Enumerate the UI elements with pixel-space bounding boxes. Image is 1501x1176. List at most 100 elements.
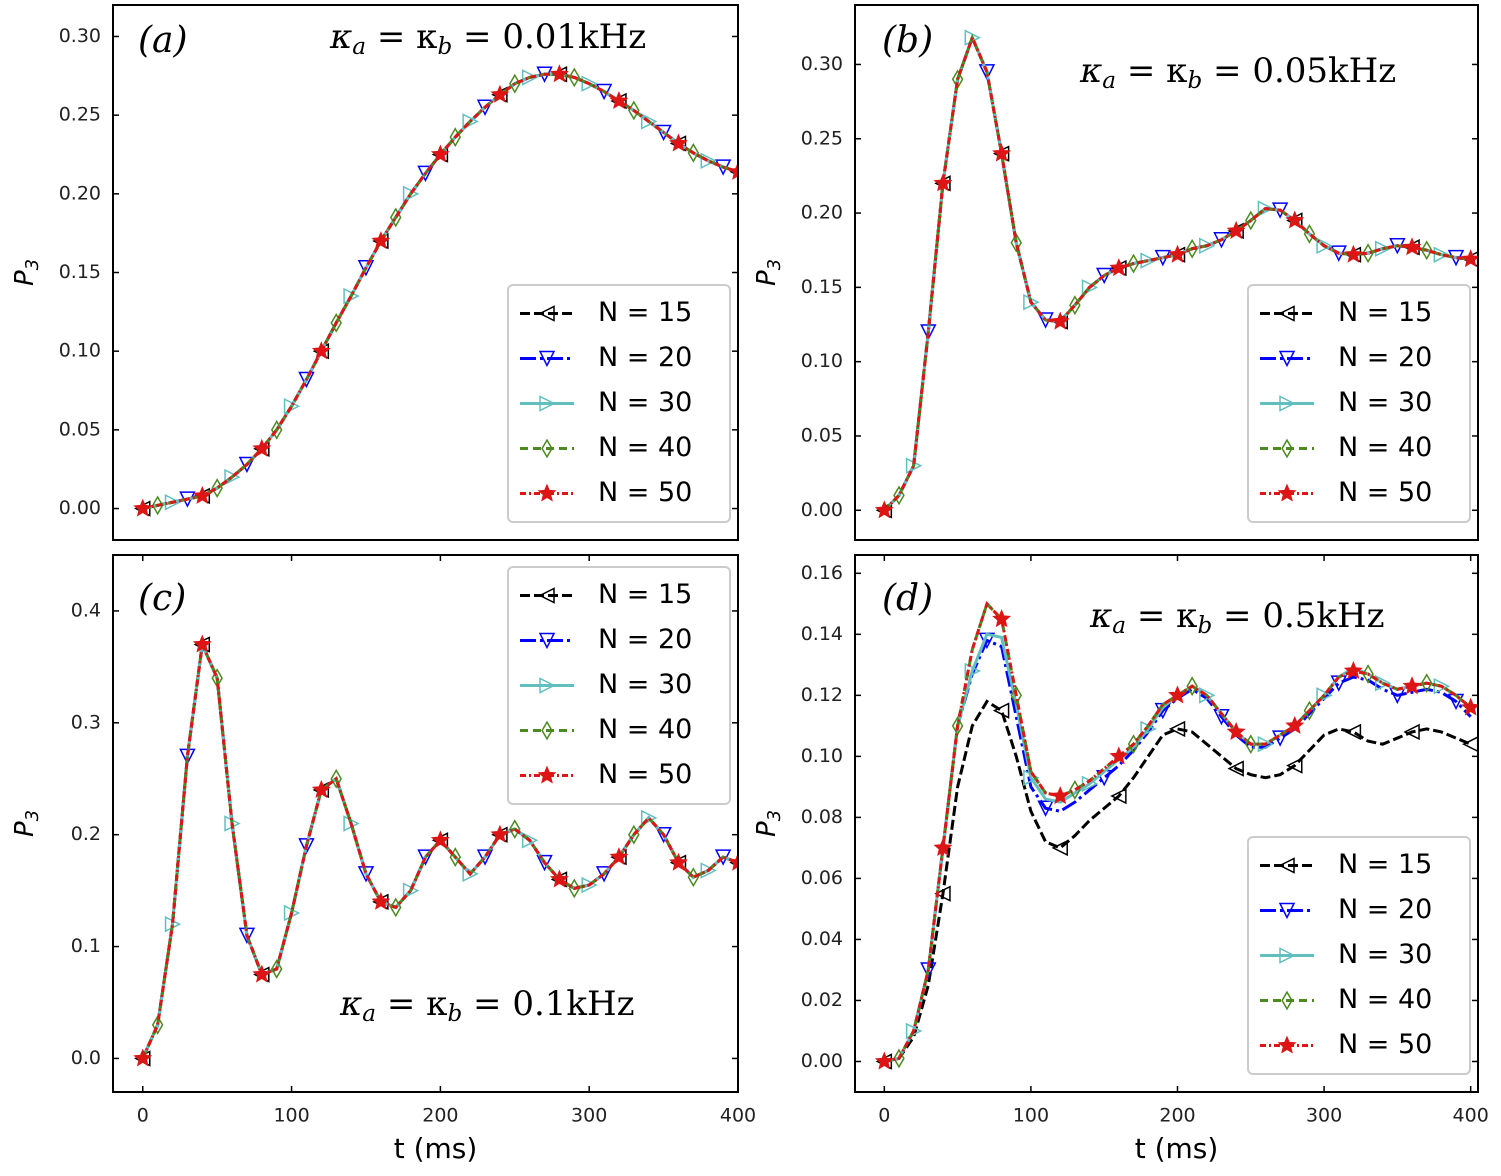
panel-label: (d) xyxy=(882,578,933,619)
panel-label: (c) xyxy=(138,578,186,619)
legend-marker xyxy=(1279,395,1296,412)
series-marker xyxy=(417,849,434,866)
y-tick-label: 0.30 xyxy=(801,53,843,75)
series-marker xyxy=(1081,279,1099,296)
legend-marker xyxy=(538,350,556,368)
series-marker xyxy=(874,1051,894,1070)
legend-marker xyxy=(1278,857,1295,874)
legend-label: N = 40 xyxy=(1338,432,1432,463)
y-tick-label: 0.25 xyxy=(801,127,843,149)
series-marker xyxy=(490,824,510,843)
text-part: a xyxy=(352,34,366,60)
series-marker xyxy=(933,173,953,192)
series-marker xyxy=(992,609,1012,628)
series-marker xyxy=(655,124,672,142)
y-tick-label: 0.00 xyxy=(59,497,101,519)
series-marker xyxy=(1037,800,1054,817)
y-tick-label: 0.2 xyxy=(71,823,101,845)
y-tick-label: 0.3 xyxy=(71,711,101,733)
series-marker xyxy=(298,838,315,855)
plot-area xyxy=(133,634,738,1067)
series-marker xyxy=(1461,249,1478,268)
series-marker xyxy=(1303,700,1316,721)
series-marker xyxy=(700,862,717,879)
x-tick-label: 0 xyxy=(137,1105,149,1127)
panel: 0.00 0.05 0.10 0.15 0.20 0.25 0.30 (a) κa = κb =… xyxy=(10,4,739,541)
text-part: b xyxy=(1187,68,1202,94)
text-part: κ xyxy=(339,984,362,1024)
series-marker xyxy=(357,866,375,883)
y-tick-label: 0.20 xyxy=(801,202,843,224)
legend-marker xyxy=(1277,1035,1297,1054)
y-tick-label: 0.02 xyxy=(801,989,843,1011)
series-marker xyxy=(536,854,553,872)
y-tick-label: 0.0 xyxy=(71,1047,101,1069)
series-marker xyxy=(270,419,283,440)
legend: N = 15 N = 20 N = 30 N = 40 N = 50 xyxy=(507,566,731,805)
series-marker xyxy=(1420,240,1433,261)
y-axis-label: P3 xyxy=(10,259,43,286)
text-part: a xyxy=(362,1001,376,1027)
series-line xyxy=(884,638,1472,1063)
y-tick-label: 0.4 xyxy=(71,599,101,621)
text-part: = 0.01kHz xyxy=(452,17,646,57)
series-marker xyxy=(211,478,223,498)
series-marker xyxy=(1461,736,1478,753)
text-part: = κ xyxy=(366,17,437,57)
series-marker xyxy=(1303,223,1316,244)
series-marker xyxy=(581,75,598,92)
x-tick-label: 400 xyxy=(1453,1105,1489,1127)
series-marker xyxy=(462,113,479,130)
series-marker xyxy=(1403,723,1420,741)
series-marker xyxy=(430,144,450,163)
legend-label: N = 15 xyxy=(1338,297,1432,328)
legend-marker xyxy=(539,677,556,694)
series-marker xyxy=(1095,267,1113,285)
text-part: = κ xyxy=(1116,51,1187,91)
series-marker xyxy=(609,91,629,110)
text-part: 3 xyxy=(23,810,43,821)
series-marker xyxy=(252,964,272,983)
series-marker xyxy=(1226,220,1246,239)
series-marker xyxy=(1127,734,1140,755)
text-part: = κ xyxy=(1126,596,1197,636)
x-tick-label: 300 xyxy=(1306,1105,1342,1127)
series-marker xyxy=(430,830,450,849)
series-marker xyxy=(1245,734,1257,755)
axes-frame xyxy=(112,554,739,1093)
series-marker xyxy=(1344,723,1362,741)
series-marker xyxy=(595,866,613,883)
series-marker xyxy=(270,959,283,979)
y-tick-label: 0.14 xyxy=(801,623,843,645)
series-marker xyxy=(1168,685,1187,704)
text-part: P xyxy=(752,270,782,286)
x-tick-label: 100 xyxy=(273,1105,309,1127)
series-marker xyxy=(1285,715,1305,734)
legend-box xyxy=(1247,836,1471,1075)
legend-label: N = 15 xyxy=(598,297,692,328)
legend-label: N = 50 xyxy=(598,759,692,790)
series-marker xyxy=(1433,246,1451,263)
y-tick-label: 0.1 xyxy=(71,935,101,957)
series-marker xyxy=(728,161,738,180)
text-part: b xyxy=(447,1001,462,1027)
y-tick-label: 0.25 xyxy=(59,104,101,126)
legend-label: N = 20 xyxy=(598,342,692,373)
series-marker xyxy=(1343,660,1363,679)
series-marker xyxy=(1227,760,1244,777)
series-marker xyxy=(568,67,581,88)
y-tick-label: 0.05 xyxy=(59,418,101,440)
series-marker xyxy=(521,69,539,86)
legend-label: N = 20 xyxy=(598,624,692,655)
series-marker xyxy=(402,185,420,203)
y-tick-label: 0.04 xyxy=(801,928,843,950)
series-marker xyxy=(1286,757,1303,774)
legend-marker xyxy=(538,587,555,604)
text-part: κ xyxy=(1089,596,1112,636)
series-marker xyxy=(655,826,672,844)
series-marker xyxy=(1186,676,1198,697)
y-tick-label: 0.16 xyxy=(801,562,843,584)
series-marker xyxy=(1051,839,1068,857)
axes-frame xyxy=(854,554,1479,1093)
